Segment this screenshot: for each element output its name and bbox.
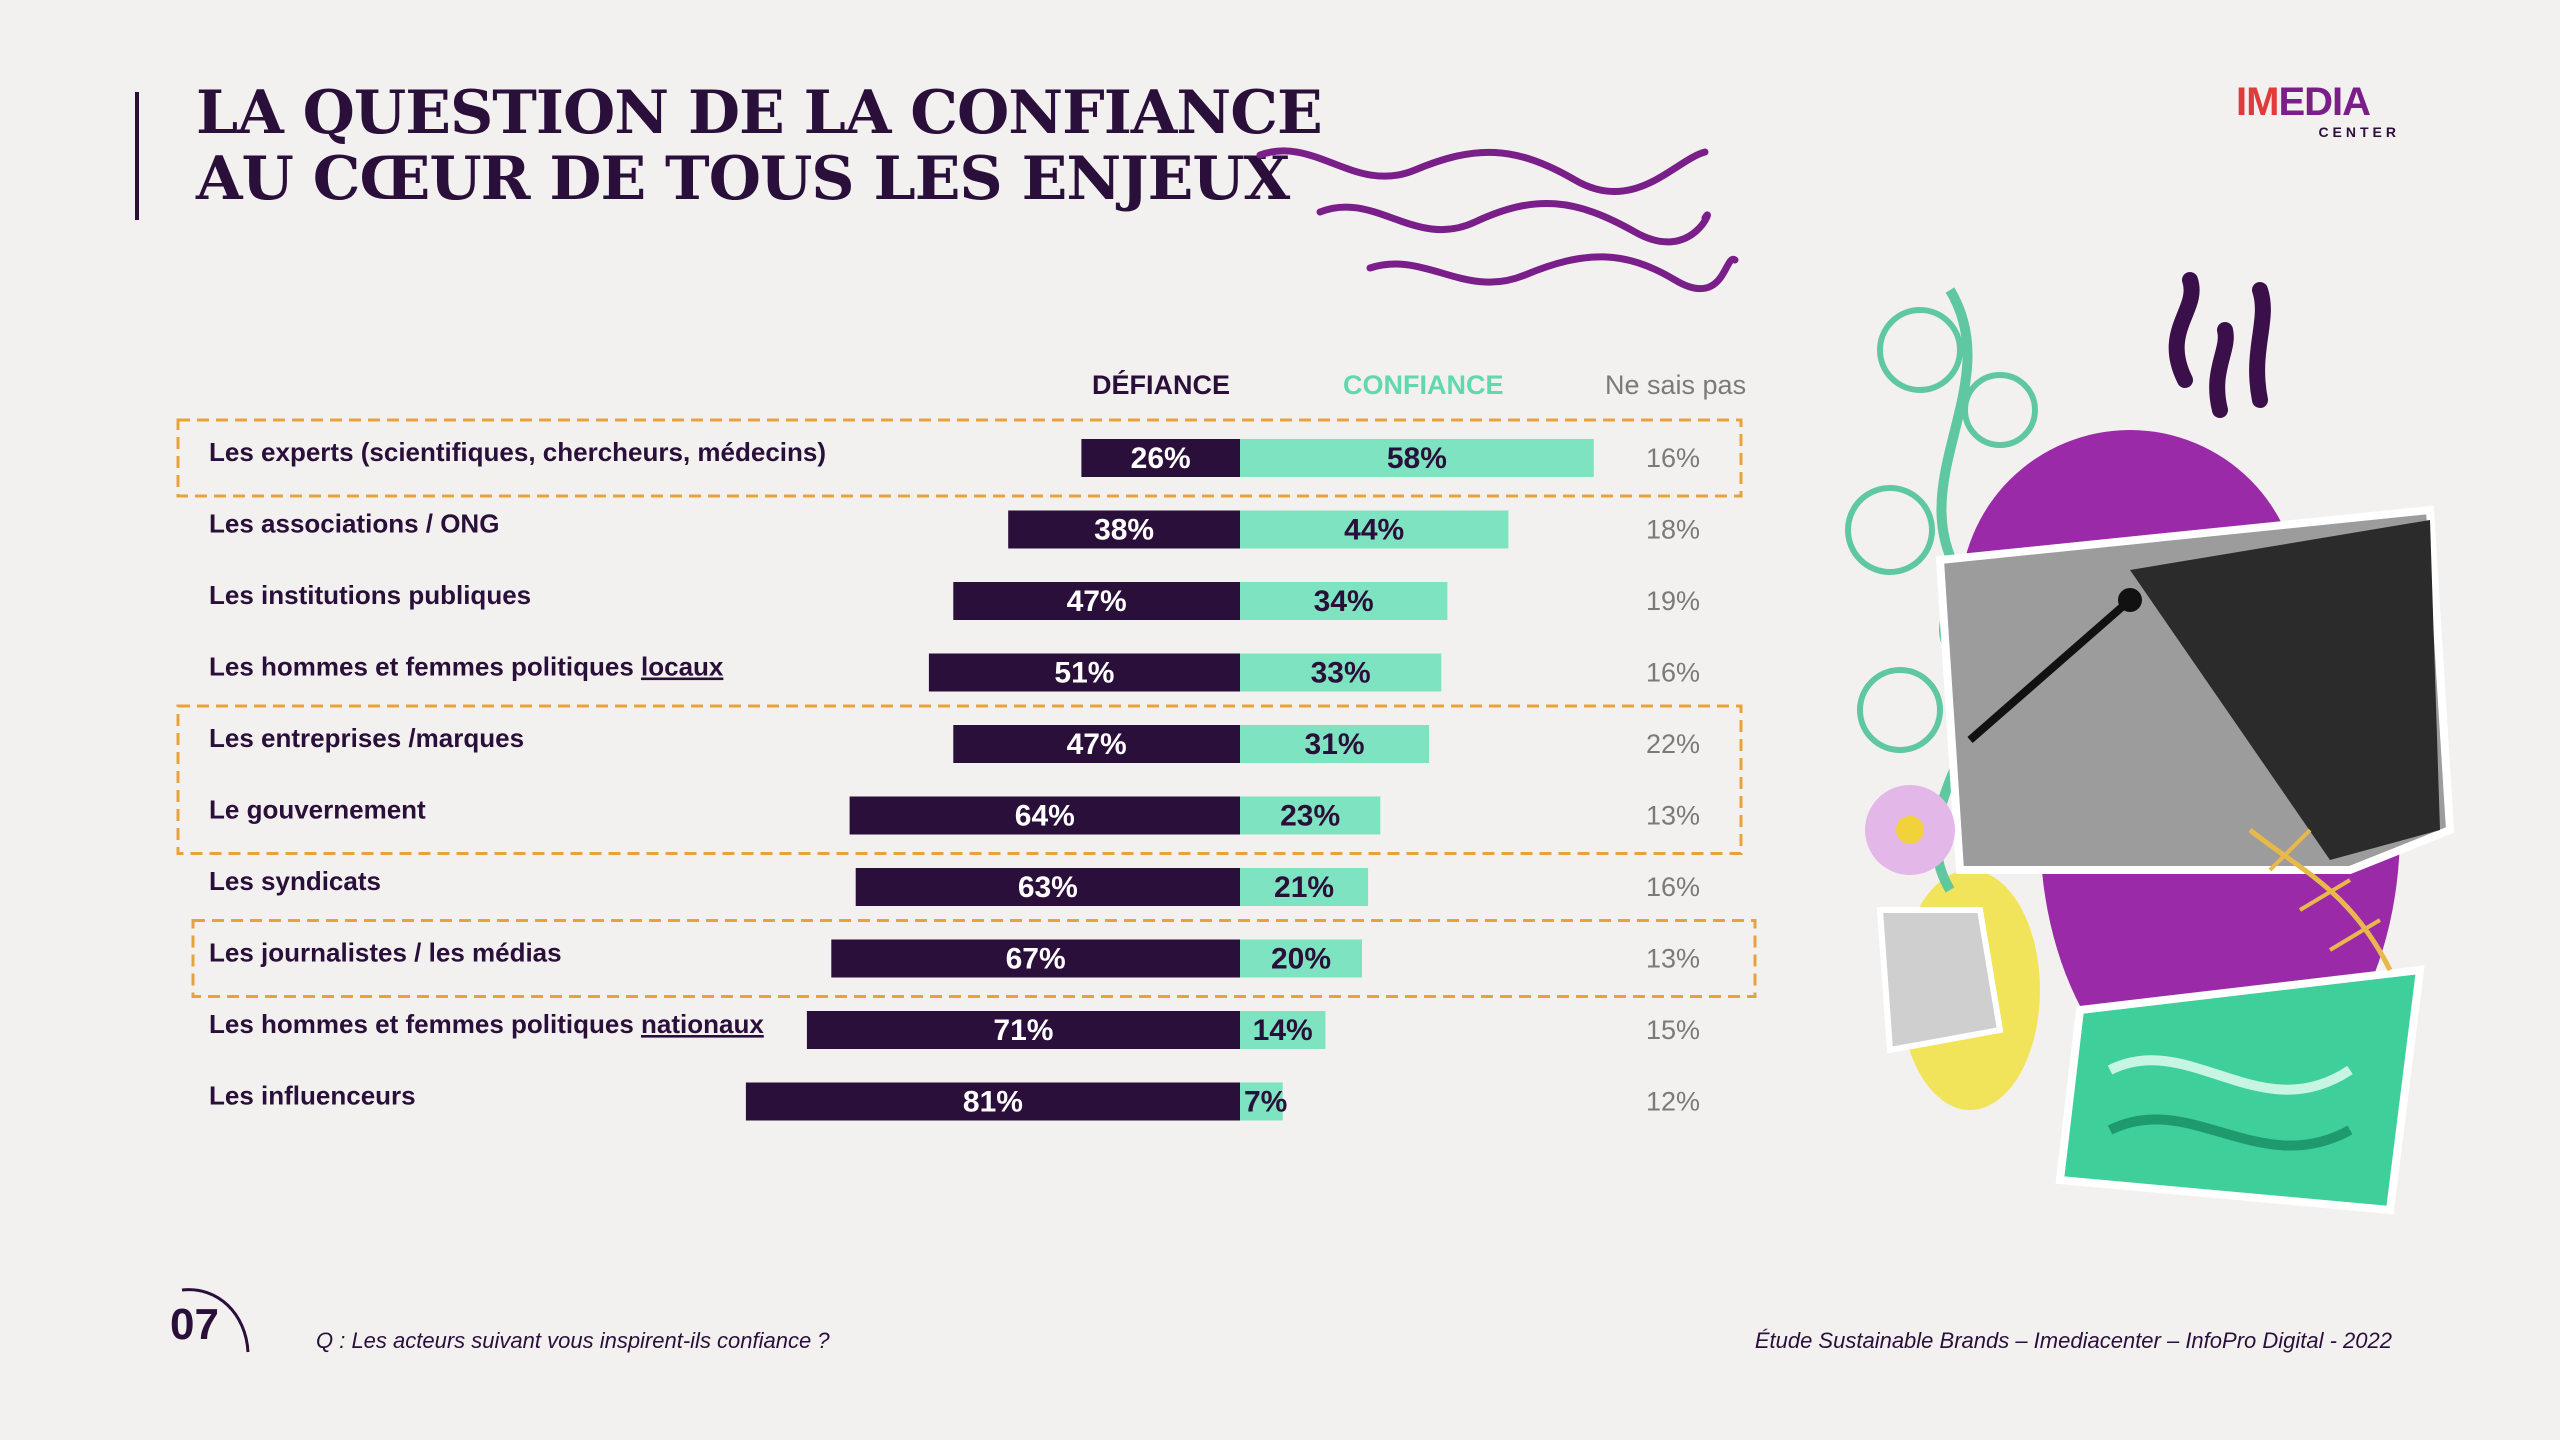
defiance-bar xyxy=(953,725,1240,763)
imedia-center-logo: IMEDIA CENTER xyxy=(2236,80,2400,140)
category-label-underlined: nationaux xyxy=(641,1009,764,1039)
confiance-bar xyxy=(1240,939,1362,978)
confiance-value-label: 7% xyxy=(1244,1085,1287,1118)
highlight-box xyxy=(176,418,1743,498)
category-label: Les syndicats xyxy=(209,866,381,896)
defiance-value-label: 64% xyxy=(1015,799,1075,832)
defiance-value-label: 67% xyxy=(1006,942,1066,975)
defiance-value-label: 26% xyxy=(1131,442,1191,475)
category-label-text: Les institutions publiques xyxy=(209,580,531,610)
ne-sais-pas-value-label: 12% xyxy=(1646,1087,1700,1117)
confiance-value-label: 20% xyxy=(1271,942,1331,975)
page-title-line-2: AU CŒUR DE TOUS LES ENJEUX xyxy=(196,144,1290,214)
ne-sais-pas-value-label: 18% xyxy=(1646,515,1700,545)
defiance-bar xyxy=(855,868,1240,906)
defiance-bar xyxy=(849,796,1240,835)
category-label-text: Les syndicats xyxy=(209,866,381,896)
ne-sais-pas-value-label: 16% xyxy=(1646,443,1700,473)
column-header-confiance: CONFIANCE xyxy=(1343,370,1504,400)
ne-sais-pas-value-label: 16% xyxy=(1646,658,1700,688)
ne-sais-pas-value-label: 13% xyxy=(1646,801,1700,831)
category-label: Les associations / ONG xyxy=(209,508,499,538)
category-label-text: Les associations / ONG xyxy=(209,508,499,538)
ne-sais-pas-value-label: 13% xyxy=(1646,944,1700,974)
source-note: Étude Sustainable Brands – Imediacenter … xyxy=(1754,1328,2392,1353)
ne-sais-pas-value-label: 16% xyxy=(1646,872,1700,902)
confiance-value-label: 44% xyxy=(1344,513,1404,546)
column-header-defiance: DÉFIANCE xyxy=(1092,370,1231,400)
defiance-value-label: 81% xyxy=(963,1085,1023,1118)
category-label-text: Les experts (scientifiques, chercheurs, … xyxy=(209,437,826,467)
highlight-box xyxy=(191,919,1757,998)
category-label: Les influenceurs xyxy=(209,1080,416,1110)
defiance-value-label: 47% xyxy=(1067,585,1127,618)
confiance-value-label: 33% xyxy=(1311,656,1371,689)
category-label-text: Les entreprises /marques xyxy=(209,723,524,753)
defiance-value-label: 63% xyxy=(1018,871,1078,904)
confiance-bar xyxy=(1240,653,1442,692)
decorative-collage-icon xyxy=(1845,272,2455,1215)
category-label-text: Les influenceurs xyxy=(209,1080,416,1110)
logo-wordmark-edia: EDIA xyxy=(2278,80,2371,124)
title-accent-bar xyxy=(135,92,139,220)
confiance-value-label: 14% xyxy=(1253,1014,1313,1047)
confiance-bar xyxy=(1240,510,1509,549)
confiance-bar xyxy=(1240,796,1381,835)
category-label-text: Les hommes et femmes politiques xyxy=(209,1009,641,1039)
defiance-value-label: 38% xyxy=(1094,513,1154,546)
defiance-bar xyxy=(831,939,1240,978)
confiance-bar xyxy=(1240,1082,1283,1121)
defiance-bar xyxy=(928,653,1240,692)
page-number: 07 xyxy=(170,1300,219,1349)
defiance-value-label: 47% xyxy=(1067,728,1127,761)
page-number-arc-icon xyxy=(181,1288,250,1353)
page-title: LA QUESTION DE LA CONFIANCE AU CŒUR DE T… xyxy=(196,78,1323,214)
logo-subtitle: CENTER xyxy=(2318,124,2400,140)
defiance-bar xyxy=(806,1011,1240,1049)
category-label: Les entreprises /marques xyxy=(209,723,524,753)
confiance-value-label: 34% xyxy=(1314,585,1374,618)
confiance-value-label: 58% xyxy=(1387,442,1447,475)
defiance-value-label: 71% xyxy=(993,1014,1053,1047)
defiance-bar xyxy=(745,1082,1240,1121)
confiance-bar xyxy=(1240,868,1369,906)
defiance-bar xyxy=(953,582,1240,620)
defiance-bar xyxy=(1008,510,1240,549)
category-label: Les institutions publiques xyxy=(209,580,531,610)
ne-sais-pas-value-label: 19% xyxy=(1646,586,1700,616)
confiance-bar xyxy=(1240,439,1594,477)
category-label: Les hommes et femmes politiques locaux xyxy=(209,651,724,681)
category-label: Les experts (scientifiques, chercheurs, … xyxy=(209,437,826,467)
page-title-line-1: LA QUESTION DE LA CONFIANCE xyxy=(196,78,1323,148)
logo-wordmark-im: IM xyxy=(2236,80,2279,124)
category-label-text: Les hommes et femmes politiques xyxy=(209,651,641,681)
defiance-bar xyxy=(1081,439,1240,477)
confiance-value-label: 21% xyxy=(1274,871,1334,904)
category-label: Les journalistes / les médias xyxy=(209,937,562,967)
category-label-text: Le gouvernement xyxy=(209,794,426,824)
logo-wordmark: IMEDIA xyxy=(2236,80,2371,125)
category-label-underlined: locaux xyxy=(641,651,724,681)
category-label-text: Les journalistes / les médias xyxy=(209,937,562,967)
category-label: Les hommes et femmes politiques nationau… xyxy=(209,1009,764,1039)
survey-question: Q : Les acteurs suivant vous inspirent-i… xyxy=(316,1328,830,1353)
ne-sais-pas-value-label: 22% xyxy=(1646,729,1700,759)
confiance-bar xyxy=(1240,582,1448,620)
ne-sais-pas-value-label: 15% xyxy=(1646,1015,1700,1045)
confiance-bar xyxy=(1240,725,1430,763)
category-label: Le gouvernement xyxy=(209,794,426,824)
confiance-bar xyxy=(1240,1011,1326,1049)
defiance-value-label: 51% xyxy=(1054,656,1114,689)
highlight-box xyxy=(176,704,1743,855)
confiance-value-label: 31% xyxy=(1305,728,1365,761)
column-header-ne-sais-pas: Ne sais pas xyxy=(1605,370,1747,400)
decorative-waves-icon xyxy=(1256,147,1739,292)
confiance-value-label: 23% xyxy=(1280,799,1340,832)
